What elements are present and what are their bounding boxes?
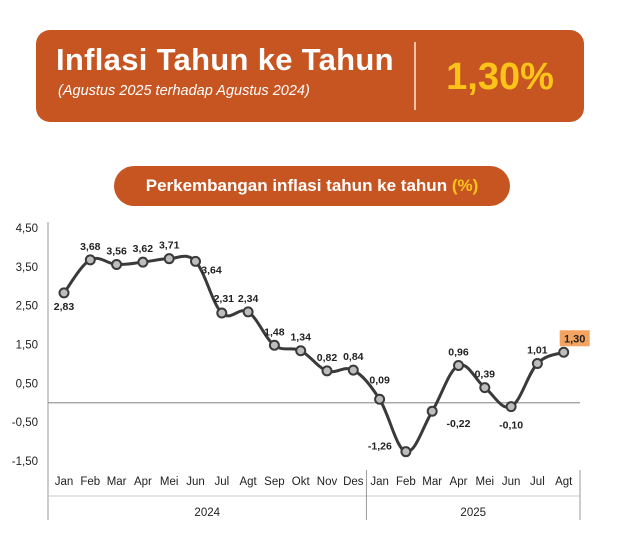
data-label: 2,83 — [54, 301, 75, 313]
x-tick-label: Nov — [317, 476, 338, 488]
data-point — [190, 255, 201, 267]
group-label: 2024 — [194, 507, 220, 519]
x-tick-label: Feb — [396, 476, 416, 488]
data-point — [137, 256, 149, 268]
last-value-highlight — [559, 330, 590, 347]
data-label: 3,56 — [106, 246, 127, 258]
data-point — [531, 358, 543, 370]
chart-title-unit: (%) — [451, 176, 479, 195]
x-tick-label: Okt — [292, 476, 311, 488]
x-tick-label: Mei — [160, 476, 179, 488]
chart-title-text: Perkembangan inflasi tahun ke tahun — [145, 176, 452, 195]
series-line — [62, 254, 565, 454]
y-tick-label: -1,50 — [12, 456, 38, 468]
x-tick-label: Jun — [502, 476, 521, 488]
data-point — [84, 254, 96, 266]
headline-value: 1,30% — [446, 56, 554, 98]
x-tick-label: Jul — [214, 476, 229, 488]
x-tick-label: Mar — [422, 476, 442, 488]
data-label: 0,96 — [448, 346, 469, 358]
data-point — [216, 307, 228, 319]
headline-title: Inflasi Tahun ke Tahun — [56, 42, 394, 77]
x-tick-label: Des — [343, 476, 364, 488]
data-point — [242, 306, 254, 318]
data-label: 3,71 — [159, 240, 180, 252]
data-label: -0,10 — [499, 420, 523, 432]
data-point — [453, 359, 464, 371]
data-label: 2,34 — [238, 293, 259, 305]
data-label: 1,30 — [564, 333, 585, 345]
data-point — [321, 365, 333, 377]
y-tick-label: 3,50 — [16, 262, 38, 274]
data-label: 3,64 — [201, 264, 222, 276]
data-label: 3,62 — [133, 243, 154, 255]
data-label: 1,48 — [264, 326, 285, 338]
data-label: -1,26 — [368, 441, 392, 453]
x-tick-label: Jul — [530, 476, 545, 488]
data-point — [426, 405, 438, 417]
data-point — [58, 287, 70, 299]
data-label: 0,84 — [343, 351, 364, 363]
data-label: -0,22 — [447, 418, 471, 430]
data-point — [505, 401, 517, 413]
x-tick-label: Jun — [186, 476, 205, 488]
headline-subtitle: (Agustus 2025 terhadap Agustus 2024) — [58, 83, 310, 99]
x-tick-label: Sep — [264, 476, 284, 488]
x-tick-label: Mei — [476, 476, 495, 488]
data-point — [268, 339, 280, 351]
data-label: 2,31 — [214, 293, 235, 305]
data-point — [163, 253, 175, 265]
data-point — [400, 446, 412, 458]
x-tick-label: Jan — [55, 476, 74, 488]
x-tick-label: Agt — [239, 476, 257, 488]
data-point — [347, 364, 359, 376]
y-tick-label: 0,50 — [16, 378, 38, 390]
y-tick-label: 2,50 — [16, 301, 38, 313]
data-point — [479, 382, 491, 394]
x-tick-label: Apr — [450, 476, 468, 488]
headline-banner: Inflasi Tahun ke Tahun (Agustus 2025 ter… — [36, 30, 584, 122]
data-point — [374, 393, 386, 405]
group-label: 2025 — [460, 507, 486, 519]
x-tick-label: Feb — [80, 476, 100, 488]
data-label: 1,01 — [527, 345, 548, 357]
x-tick-label: Apr — [134, 476, 152, 488]
data-label: 0,39 — [475, 369, 496, 381]
data-point — [558, 346, 570, 358]
data-label: 1,34 — [290, 332, 311, 344]
y-tick-label: -0,50 — [12, 417, 38, 429]
y-tick-label: 4,50 — [16, 223, 38, 235]
data-point — [111, 259, 123, 271]
y-tick-label: 1,50 — [16, 340, 38, 352]
banner-divider — [414, 42, 416, 110]
data-label: 0,82 — [317, 352, 338, 364]
x-tick-label: Jan — [370, 476, 389, 488]
data-label: 0,09 — [369, 374, 390, 386]
chart-title-pill: Perkembangan inflasi tahun ke tahun (%) — [114, 166, 510, 206]
data-label: 3,68 — [80, 241, 101, 253]
x-tick-label: Agt — [555, 476, 573, 488]
x-tick-label: Mar — [107, 476, 127, 488]
data-point — [295, 345, 307, 357]
